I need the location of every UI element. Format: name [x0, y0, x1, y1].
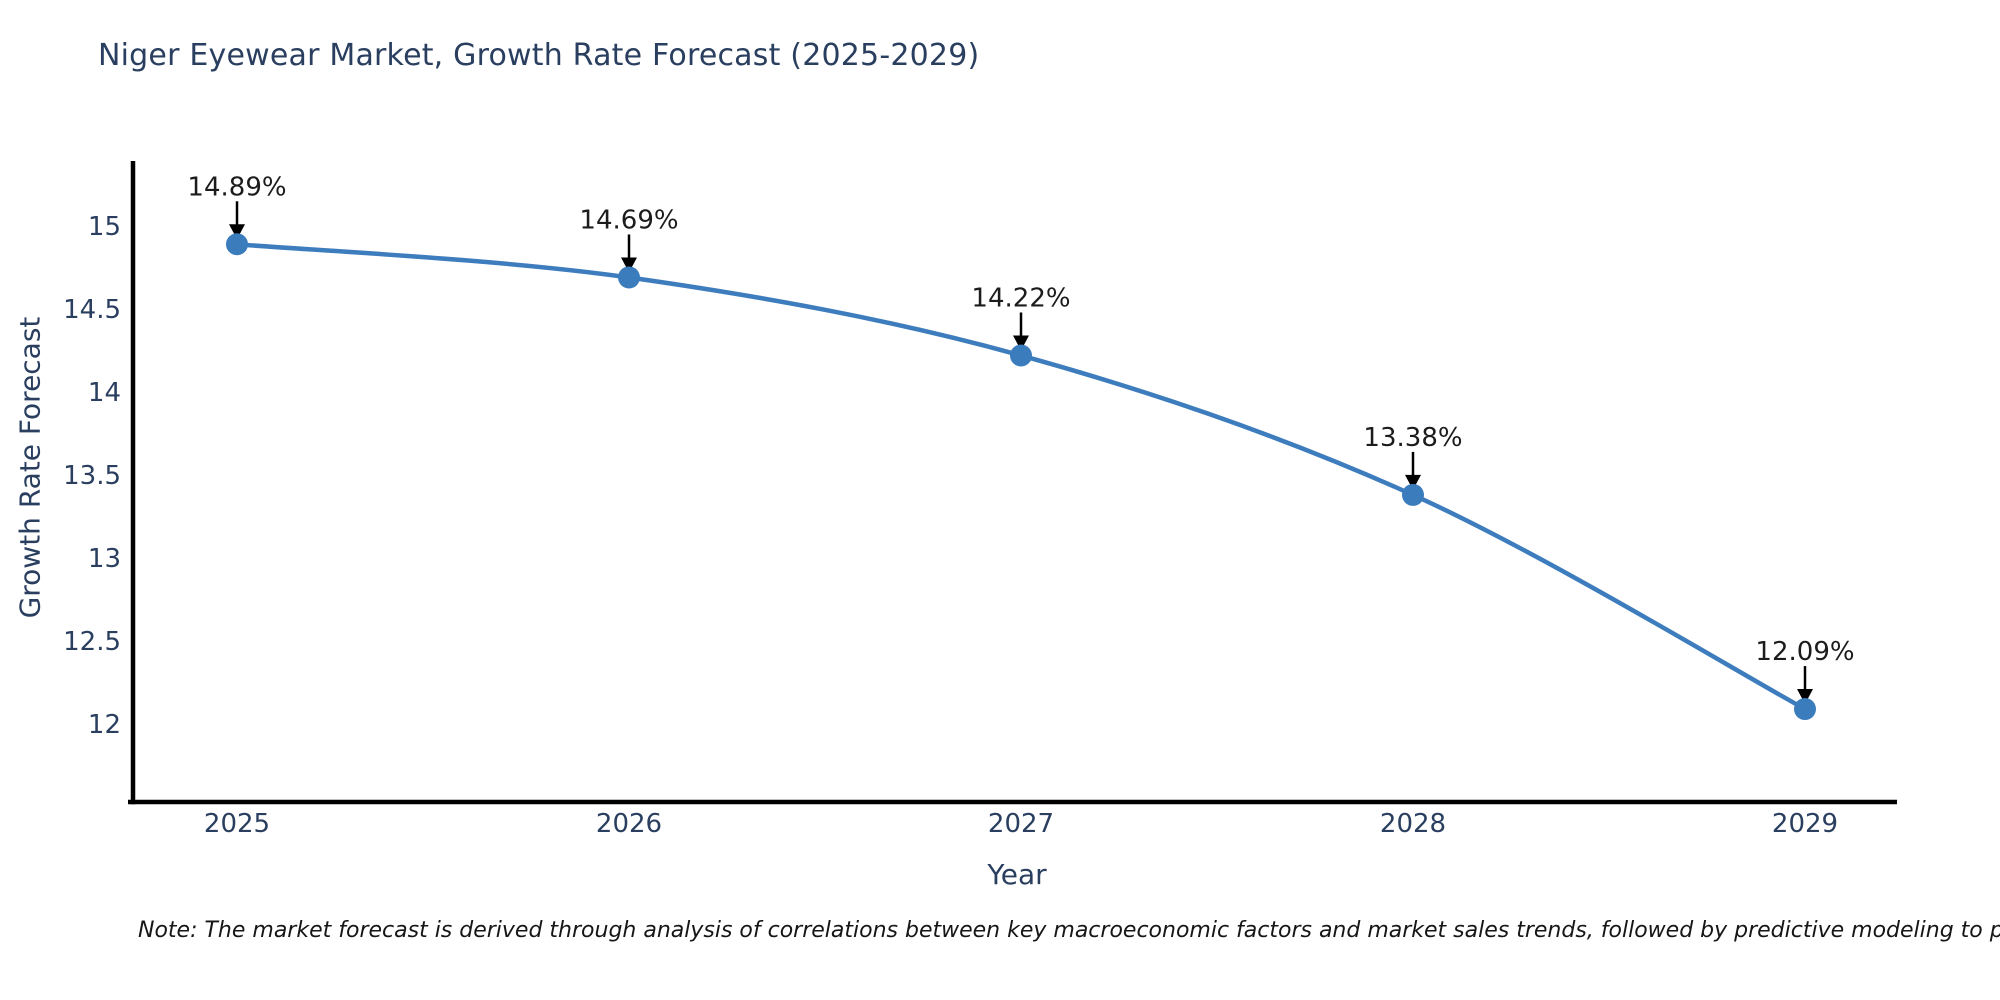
point-value-label: 14.89%	[187, 172, 286, 202]
y-tick-label: 14.5	[63, 295, 121, 325]
point-value-label: 14.69%	[579, 205, 678, 235]
x-tick-label: 2029	[1772, 809, 1838, 839]
data-point-marker	[618, 266, 640, 289]
y-tick-label: 12.5	[63, 627, 121, 657]
annotation-arrowhead	[229, 224, 245, 240]
chart-note: Note: The market forecast is derived thr…	[138, 918, 2000, 943]
y-tick-label: 13.5	[63, 461, 121, 491]
annotation-arrowhead	[1405, 474, 1421, 490]
y-tick-label: 15	[88, 212, 121, 242]
x-tick-label: 2026	[596, 809, 662, 839]
data-point-marker	[1402, 483, 1424, 506]
y-tick-label: 12	[88, 710, 121, 740]
x-tick-label: 2027	[988, 809, 1054, 839]
annotation-arrowhead	[1013, 335, 1029, 351]
data-point-marker	[1794, 698, 1816, 721]
x-tick-label: 2025	[204, 809, 270, 839]
x-axis-title: Year	[987, 858, 1047, 891]
point-value-label: 13.38%	[1363, 423, 1462, 453]
chart-title: Niger Eyewear Market, Growth Rate Foreca…	[98, 38, 980, 73]
annotation-arrowhead	[621, 257, 637, 273]
y-tick-label: 14	[88, 378, 121, 408]
point-value-label: 12.09%	[1755, 637, 1854, 667]
data-point-marker	[226, 233, 248, 256]
point-value-label: 14.22%	[971, 283, 1070, 313]
y-tick-label: 13	[88, 544, 121, 574]
data-point-marker	[1010, 344, 1032, 367]
x-tick-label: 2028	[1380, 809, 1446, 839]
annotation-arrowhead	[1797, 689, 1813, 705]
